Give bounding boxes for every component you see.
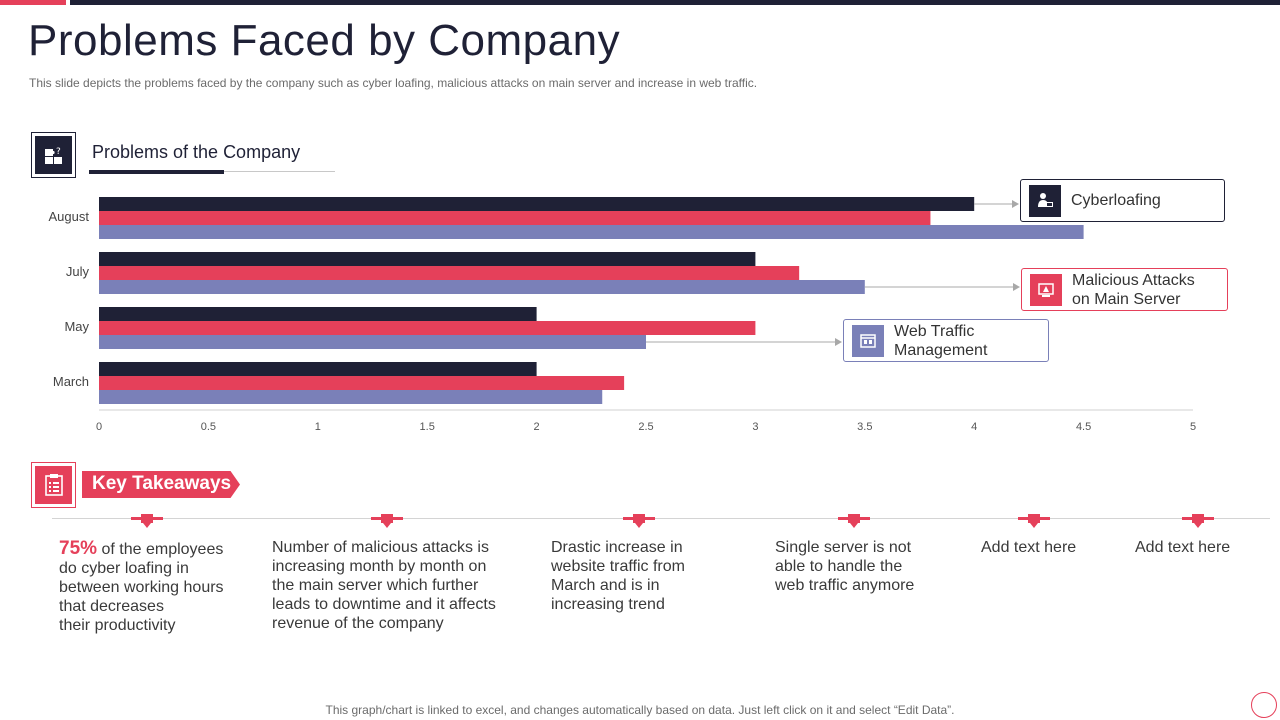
timeline-marker — [623, 514, 655, 528]
x-tick-label: 0 — [96, 421, 102, 433]
takeaway-1-line-1: of the employees — [101, 541, 224, 558]
person-laptop-icon — [1029, 184, 1061, 217]
callout-web-traffic: Web Traffic Management — [843, 319, 1049, 362]
takeaway-4-line-1: Single server is not — [775, 539, 912, 556]
takeaways-icon-frame — [31, 462, 76, 508]
timeline-marker — [1182, 514, 1214, 528]
bar-march-s2 — [99, 376, 625, 390]
category-label-may: May — [64, 319, 89, 334]
browser-window-icon — [852, 324, 884, 357]
x-tick-label: 1.5 — [420, 421, 435, 433]
connector-arrowhead — [1012, 200, 1019, 208]
takeaways-timeline — [52, 518, 1270, 519]
bar-may-s2 — [99, 321, 756, 335]
callout-web-traffic-label-2: Management — [894, 341, 988, 359]
bar-august-s2 — [99, 211, 931, 225]
timeline-marker — [1018, 514, 1050, 528]
bar-july-s1 — [99, 252, 756, 266]
takeaway-1-highlight: 75% — [59, 538, 98, 559]
takeaways-banner — [82, 471, 240, 498]
x-tick-label: 0.5 — [201, 421, 216, 433]
bars-group — [99, 197, 1084, 404]
bar-august-s1 — [99, 197, 975, 211]
clipboard-checklist-icon — [35, 466, 72, 504]
takeaway-4-line-3: web traffic anymore — [775, 577, 915, 594]
bar-august-s3 — [99, 225, 1084, 239]
x-tick-label: 4.5 — [1076, 421, 1091, 433]
bar-july-s3 — [99, 280, 865, 294]
takeaway-4: Single server is not able to handle the … — [775, 538, 914, 595]
x-tick-label: 2 — [534, 421, 540, 433]
top-accent-red — [0, 0, 66, 5]
x-tick-labels: 0 0.5 1 1.5 2 2.5 3 3.5 4 4.5 5 — [96, 421, 1196, 433]
bar-march-s3 — [99, 390, 603, 404]
category-label-july: July — [66, 264, 90, 279]
takeaway-3-line-3: March and is in — [551, 577, 660, 594]
takeaway-2: Number of malicious attacks is increasin… — [272, 538, 496, 633]
callout-malicious-attacks: Malicious Attacks on Main Server — [1021, 268, 1228, 311]
connector-arrowhead — [1013, 283, 1020, 291]
takeaway-5-line-1: Add text here — [981, 539, 1077, 556]
x-tick-label: 3 — [752, 421, 758, 433]
category-label-august: August — [49, 209, 90, 224]
takeaway-1-line-3: between working hours — [59, 579, 224, 596]
callout-connectors — [646, 200, 1020, 346]
takeaway-4-line-2: able to handle the — [775, 558, 903, 575]
callout-malicious-label-1: Malicious Attacks — [1072, 271, 1195, 289]
callout-cyberloafing: Cyberloafing — [1020, 179, 1225, 222]
category-label-march: March — [53, 374, 89, 389]
callout-web-traffic-label-1: Web Traffic — [894, 322, 975, 340]
timeline-marker — [371, 514, 403, 528]
takeaway-2-line-4: leads to downtime and it affects — [272, 596, 496, 613]
takeaway-2-line-5: revenue of the company — [272, 615, 444, 632]
category-labels: August July May March — [49, 209, 90, 389]
problems-bar-chart: August July May March 0 0.5 1 1.5 2 2.5 3 3.5 4 4.5 5 — [49, 197, 1196, 433]
footer-note: This graph/chart is linked to excel, and… — [325, 703, 955, 717]
takeaway-3: Drastic increase in website traffic from… — [551, 538, 685, 614]
section-title: Problems of the Company — [92, 142, 301, 162]
svg-text:?: ? — [56, 147, 61, 157]
top-accent-navy — [70, 0, 1280, 5]
callout-cyberloafing-label: Cyberloafing — [1071, 192, 1161, 209]
x-tick-label: 4 — [971, 421, 977, 433]
takeaway-1: 75% of the employees do cyber loafing in… — [59, 539, 224, 635]
callout-malicious-label-2: on Main Server — [1072, 290, 1181, 308]
page-title: Problems Faced by Company — [28, 16, 621, 65]
takeaway-3-line-1: Drastic increase in — [551, 539, 683, 556]
section-underline-accent — [89, 170, 224, 174]
page-subtitle: This slide depicts the problems faced by… — [29, 76, 758, 90]
takeaway-6-line-1: Add text here — [1135, 539, 1231, 556]
takeaways-heading: Key Takeaways — [92, 473, 232, 494]
bar-july-s2 — [99, 266, 800, 280]
bar-may-s1 — [99, 307, 537, 321]
takeaway-6: Add text here — [1135, 538, 1230, 557]
takeaway-1-line-5: their productivity — [59, 617, 176, 634]
x-tick-label: 2.5 — [638, 421, 653, 433]
takeaway-1-line-4: that decreases — [59, 598, 164, 615]
page-number-circle — [1251, 692, 1277, 718]
problem-puzzle-icon: ? — [35, 136, 72, 174]
timeline-marker — [131, 514, 163, 528]
x-tick-label: 3.5 — [857, 421, 872, 433]
takeaway-1-line-2: do cyber loafing in — [59, 560, 189, 577]
takeaway-2-line-1: Number of malicious attacks is — [272, 539, 489, 556]
takeaway-5: Add text here — [981, 538, 1076, 557]
server-alert-icon — [1030, 273, 1062, 306]
connector-arrowhead — [835, 338, 842, 346]
x-tick-label: 5 — [1190, 421, 1196, 433]
x-tick-label: 1 — [315, 421, 321, 433]
takeaway-3-line-4: increasing trend — [551, 596, 665, 613]
bar-may-s3 — [99, 335, 646, 349]
section-icon-frame: ? — [31, 132, 76, 178]
bar-march-s1 — [99, 362, 537, 376]
timeline-marker — [838, 514, 870, 528]
takeaway-2-line-3: the main server which further — [272, 577, 479, 594]
takeaway-2-line-2: increasing month by month on — [272, 558, 487, 575]
takeaway-3-line-2: website traffic from — [551, 558, 685, 575]
